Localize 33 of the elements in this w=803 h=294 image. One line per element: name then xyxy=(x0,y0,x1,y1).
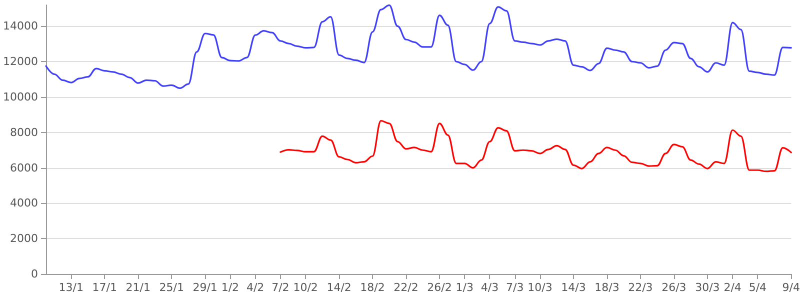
y-tick-label: 4000 xyxy=(10,196,38,210)
x-tick-label: 21/1 xyxy=(126,281,150,294)
x-tick-label: 17/1 xyxy=(92,281,117,294)
y-tick-label: 0 xyxy=(31,268,38,280)
x-tick-label: 14/3 xyxy=(561,281,586,294)
x-tick-label: 1/2 xyxy=(221,281,240,294)
x-tick-label: 4/2 xyxy=(246,281,264,294)
x-tick-label: 22/2 xyxy=(394,281,418,294)
y-tick-label: 2000 xyxy=(10,232,38,246)
x-tick-label: 9/4 xyxy=(782,281,800,294)
x-tick-label: 22/3 xyxy=(628,281,653,294)
x-tick-label: 26/2 xyxy=(427,281,452,294)
x-tick-label: 30/3 xyxy=(695,281,720,294)
x-tick-label: 13/1 xyxy=(58,281,84,294)
x-tick-label: 10/2 xyxy=(293,281,318,294)
x-tick-label: 4/3 xyxy=(480,281,499,294)
x-tick-label: 2/4 xyxy=(724,281,742,294)
y-tick-label: 8000 xyxy=(10,126,38,139)
x-tick-label: 29/1 xyxy=(192,281,218,294)
x-tick-label: 14/2 xyxy=(326,281,352,294)
x-tick-label: 1/3 xyxy=(456,281,474,294)
x-tick-label: 5/4 xyxy=(748,281,767,294)
x-tick-label: 7/2 xyxy=(272,281,290,294)
y-tick-label: 12000 xyxy=(3,55,38,68)
x-tick-label: 18/3 xyxy=(594,281,620,294)
y-tick-label: 6000 xyxy=(10,161,38,174)
x-tick-label: 25/1 xyxy=(159,281,184,294)
x-tick-label: 26/3 xyxy=(662,281,686,294)
y-tick-label: 10000 xyxy=(3,90,38,104)
x-tick-label: 18/2 xyxy=(360,281,385,294)
x-tick-label: 7/3 xyxy=(506,281,524,294)
y-tick-label: 14000 xyxy=(3,20,38,33)
x-tick-label: 10/3 xyxy=(528,281,552,294)
